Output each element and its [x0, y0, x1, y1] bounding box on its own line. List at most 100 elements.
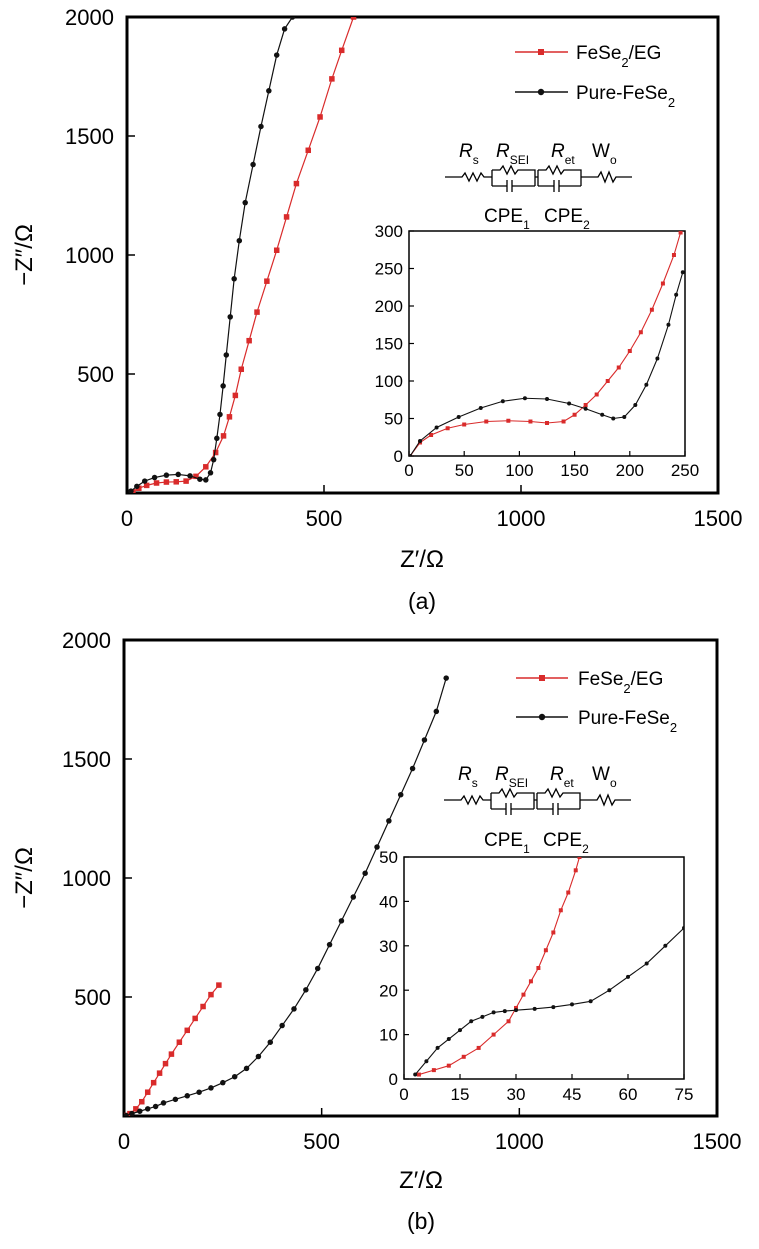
data-point	[543, 948, 548, 953]
data-point	[374, 844, 380, 850]
data-point	[491, 1032, 496, 1037]
data-point	[279, 1022, 285, 1029]
y-tick-label: 30	[379, 937, 398, 956]
data-point	[397, 791, 404, 798]
circuit-cpe1: CPE1	[484, 206, 530, 232]
circuit-ret: Ret	[550, 764, 574, 790]
data-point	[281, 26, 288, 32]
data-point	[196, 1089, 202, 1095]
data-point	[480, 1014, 485, 1019]
data-point	[528, 419, 533, 424]
y-tick-label: 1000	[65, 243, 114, 268]
legend-marker-pure	[538, 713, 546, 721]
panel-b-inset-ticks: 0 15 30 45 60 75 0 10 20 30 40 50	[379, 848, 693, 1104]
panel-b-inset-series	[413, 857, 684, 1077]
series-fese2-eg	[416, 857, 582, 1077]
data-point	[443, 675, 449, 681]
circuit-wo: Wo	[592, 141, 617, 167]
y-tick-label: 150	[375, 335, 403, 354]
circuit-rs: Rs	[458, 764, 478, 790]
data-point	[502, 1009, 507, 1014]
data-point	[514, 1005, 518, 1010]
x-tick-label: 50	[455, 461, 474, 480]
x-tick-label: 1500	[694, 506, 743, 531]
circuit-rsei: RSEI	[496, 141, 529, 167]
data-point	[160, 1100, 167, 1106]
data-point	[266, 88, 272, 94]
data-point	[424, 1059, 429, 1064]
data-point	[429, 433, 434, 437]
data-point	[150, 1079, 157, 1086]
panel-b-legend: FeSe2/EG Pure-FeSe2	[516, 669, 677, 735]
data-point	[193, 473, 199, 480]
data-point	[469, 1019, 474, 1024]
data-point	[227, 314, 233, 320]
y-tick-label: 10	[379, 1026, 398, 1045]
data-point	[152, 1103, 159, 1110]
data-point	[156, 1070, 163, 1076]
y-tick-label: 2000	[65, 5, 114, 30]
circuit-cpe2: CPE2	[543, 830, 589, 856]
data-point	[264, 278, 270, 284]
series-pure-fese2	[128, 17, 296, 493]
data-point	[231, 276, 237, 282]
data-point	[458, 1028, 462, 1033]
data-point	[506, 418, 511, 423]
data-point	[583, 403, 588, 407]
data-point	[144, 1089, 151, 1095]
series-fese2-eg	[130, 17, 357, 493]
data-point	[528, 979, 533, 984]
series-pure-fese2	[409, 270, 685, 456]
data-point	[649, 307, 654, 312]
panel-b-x-label: Z′/Ω	[399, 1167, 443, 1194]
x-tick-label: 250	[671, 461, 699, 480]
data-point	[163, 472, 170, 478]
data-point	[446, 1063, 451, 1068]
data-point	[210, 456, 217, 463]
panel-b-inset-frame	[403, 856, 685, 1080]
panel-a-legend: FeSe2/EG Pure-FeSe2	[515, 43, 675, 110]
data-point	[607, 988, 612, 993]
data-point	[314, 965, 321, 972]
data-point	[570, 1002, 574, 1007]
x-tick-label: 1000	[497, 506, 546, 531]
panel-a-caption: (a)	[408, 588, 436, 614]
data-point	[226, 414, 233, 420]
data-point	[682, 926, 684, 931]
data-point	[644, 382, 649, 387]
x-tick-label: 30	[507, 1085, 526, 1104]
data-point	[588, 999, 593, 1004]
data-point	[545, 421, 549, 425]
data-point	[561, 419, 566, 424]
data-point	[143, 482, 150, 489]
data-point	[484, 419, 489, 424]
data-point	[197, 476, 203, 482]
y-tick-label: 40	[379, 893, 398, 912]
data-point	[431, 1068, 436, 1073]
data-point	[216, 982, 222, 988]
data-point	[128, 488, 134, 493]
data-point	[208, 1085, 214, 1091]
legend-marker-eg	[538, 49, 544, 55]
legend-label-pure: Pure-FeSe2	[578, 708, 677, 735]
data-point	[246, 337, 252, 344]
data-point	[303, 987, 309, 993]
data-point	[200, 1003, 206, 1010]
data-point	[577, 857, 582, 859]
x-tick-label: 15	[451, 1085, 470, 1104]
data-point	[220, 1079, 226, 1086]
data-point	[254, 309, 260, 315]
data-point	[267, 1039, 274, 1045]
data-point	[168, 1051, 175, 1057]
data-point	[187, 473, 193, 479]
data-point	[551, 930, 556, 935]
data-point	[291, 1006, 297, 1012]
data-point	[461, 1054, 466, 1059]
data-point	[409, 765, 416, 772]
data-point	[305, 147, 311, 154]
legend-label-eg: FeSe2/EG	[576, 43, 661, 70]
data-point	[208, 991, 214, 998]
series-line	[132, 17, 355, 493]
data-point	[680, 270, 685, 275]
legend-marker-eg	[539, 675, 545, 681]
